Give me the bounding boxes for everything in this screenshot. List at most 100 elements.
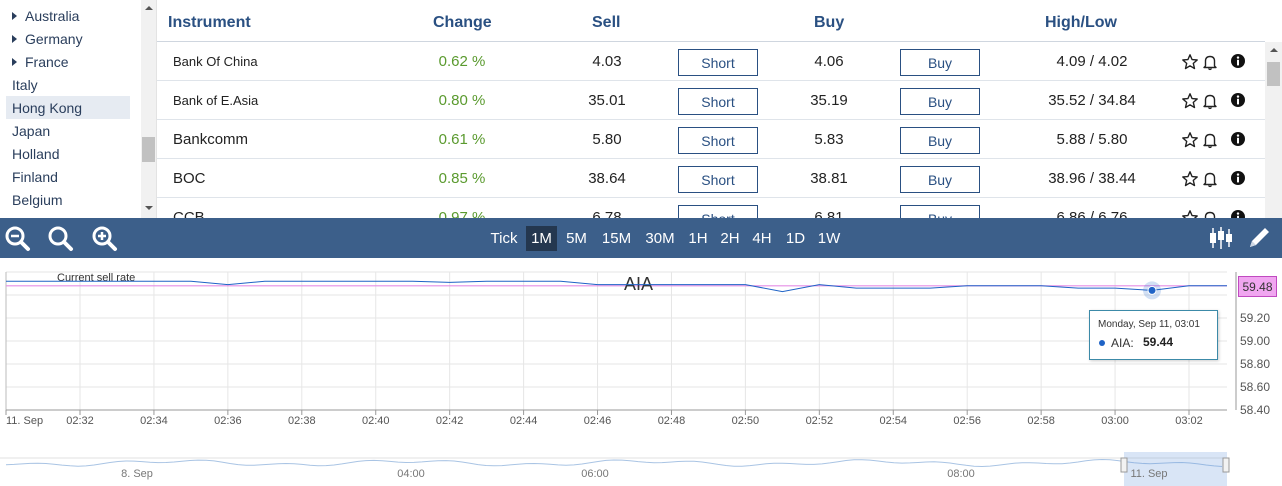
header-sell[interactable]: Sell <box>592 14 621 31</box>
short-button[interactable]: Short <box>678 88 758 115</box>
header-change[interactable]: Change <box>433 14 492 31</box>
change-value: 0.80 % <box>438 92 486 109</box>
timeframe-1d[interactable]: 1D <box>785 230 806 247</box>
navigator-label: 06:00 <box>581 468 609 480</box>
buy-price: 38.81 <box>810 170 848 187</box>
country-item[interactable]: France <box>6 50 130 73</box>
pencil-icon[interactable] <box>1245 224 1273 252</box>
timeframe-tick[interactable]: Tick <box>490 230 518 247</box>
timeframe-2h[interactable]: 2H <box>720 230 740 247</box>
header-instrument[interactable]: Instrument <box>168 14 251 31</box>
price-chart[interactable]: 59.20 59.00 58.80 58.60 58.40 11. Sep 02:32 02:… <box>0 258 1282 486</box>
info-icon[interactable] <box>1229 170 1247 188</box>
navigator-label: 11. Sep <box>1130 468 1167 480</box>
series-line-aia <box>6 280 1227 293</box>
timeframe-30m[interactable]: 30M <box>645 230 675 247</box>
timeframe-15m[interactable]: 15M <box>601 230 632 247</box>
info-icon[interactable] <box>1229 209 1247 218</box>
buy-button[interactable]: Buy <box>900 127 980 154</box>
table-row[interactable]: CCB 0.97 % 6.78 Short 6.81 Buy 6.86 / 6.76 <box>157 198 1265 218</box>
y-tick-label: 58.40 <box>1240 403 1270 417</box>
country-label: Italy <box>12 76 38 93</box>
country-item[interactable]: Hong Kong <box>6 96 130 119</box>
timeframe-1w[interactable]: 1W <box>817 230 841 247</box>
short-button[interactable]: Short <box>678 205 758 218</box>
x-tick-label: 03:00 <box>1101 415 1129 427</box>
x-tick-label: 02:42 <box>436 415 464 427</box>
header-high-low[interactable]: High/Low <box>1045 14 1117 31</box>
info-icon[interactable] <box>1229 92 1247 110</box>
buy-button[interactable]: Buy <box>900 166 980 193</box>
buy-button[interactable]: Buy <box>900 88 980 115</box>
header-buy[interactable]: Buy <box>814 14 845 31</box>
sell-price: 5.80 <box>592 131 622 148</box>
change-value: 0.97 % <box>438 209 486 218</box>
timeframe-1h[interactable]: 1H <box>688 230 708 247</box>
bell-icon[interactable] <box>1201 209 1219 218</box>
hover-point <box>1147 285 1157 295</box>
change-value: 0.61 % <box>438 131 486 148</box>
bell-icon[interactable] <box>1201 53 1219 71</box>
scroll-up-icon[interactable] <box>1270 48 1278 52</box>
info-icon[interactable] <box>1229 53 1247 71</box>
scroll-thumb[interactable] <box>142 137 155 162</box>
timeframe-5m[interactable]: 5M <box>566 230 587 247</box>
timeframe-1m[interactable]: 1M <box>526 226 557 251</box>
scroll-up-icon[interactable] <box>145 6 153 10</box>
buy-price: 5.83 <box>814 131 844 148</box>
country-item[interactable]: Germany <box>6 27 130 50</box>
country-label: Finland <box>12 168 58 185</box>
country-label: Hong Kong <box>12 99 83 116</box>
buy-button[interactable]: Buy <box>900 205 980 218</box>
table-row[interactable]: Bank of E.Asia 0.80 % 35.01 Short 35.19 Buy 35… <box>157 81 1265 120</box>
zoom-reset-icon[interactable] <box>46 224 74 252</box>
country-item[interactable]: Japan <box>6 119 130 142</box>
star-icon[interactable] <box>1181 53 1199 71</box>
country-list-scrollbar[interactable] <box>141 0 156 218</box>
star-icon[interactable] <box>1181 209 1199 218</box>
y-tick-label: 59.00 <box>1240 334 1270 348</box>
header-divider <box>157 41 1265 42</box>
short-button[interactable]: Short <box>678 49 758 76</box>
tooltip-series-name: AIA: <box>1111 336 1134 350</box>
change-value: 0.62 % <box>438 53 486 70</box>
x-tick-label: 11. Sep <box>6 415 43 427</box>
country-item[interactable]: Australia <box>6 4 130 27</box>
x-tick-label: 02:40 <box>362 415 390 427</box>
info-icon[interactable] <box>1229 131 1247 149</box>
country-item[interactable]: Holland <box>6 142 130 165</box>
table-scrollbar[interactable] <box>1265 42 1282 218</box>
navigator-label: 08:00 <box>947 468 975 480</box>
bell-icon[interactable] <box>1201 131 1219 149</box>
instrument-name: Bankcomm <box>173 131 249 148</box>
zoom-in-icon[interactable] <box>90 224 118 252</box>
star-icon[interactable] <box>1181 92 1199 110</box>
high-low-value: 38.96 / 38.44 <box>1048 170 1136 187</box>
star-icon[interactable] <box>1181 131 1199 149</box>
short-button[interactable]: Short <box>678 127 758 154</box>
scroll-thumb[interactable] <box>1267 62 1280 86</box>
bell-icon[interactable] <box>1201 92 1219 110</box>
country-item[interactable]: Belgium <box>6 188 130 211</box>
table-row[interactable]: Bankcomm 0.61 % 5.80 Short 5.83 Buy 5.88 / 5.8… <box>157 120 1265 159</box>
country-item[interactable]: Italy <box>6 73 130 96</box>
timeframe-4h[interactable]: 4H <box>752 230 772 247</box>
table-row[interactable]: BOC 0.85 % 38.64 Short 38.81 Buy 38.96 / 38.44 <box>157 159 1265 198</box>
x-tick-label: 02:32 <box>66 415 94 427</box>
scroll-down-icon[interactable] <box>145 206 153 210</box>
caret-right-icon[interactable] <box>12 57 17 66</box>
caret-right-icon[interactable] <box>12 34 17 43</box>
buy-button[interactable]: Buy <box>900 49 980 76</box>
bell-icon[interactable] <box>1201 170 1219 188</box>
x-tick-label: 02:56 <box>953 415 981 427</box>
country-item[interactable]: Finland <box>6 165 130 188</box>
table-row[interactable]: Bank Of China 0.62 % 4.03 Short 4.06 Buy 4.09 … <box>157 42 1265 81</box>
chart-canvas[interactable]: 59.20 59.00 58.80 58.60 58.40 11. Sep 02:32 02:… <box>0 258 1282 486</box>
candlestick-icon[interactable] <box>1207 224 1235 252</box>
high-low-value: 4.09 / 4.02 <box>1056 53 1128 70</box>
star-icon[interactable] <box>1181 170 1199 188</box>
short-button[interactable]: Short <box>678 166 758 193</box>
zoom-out-icon[interactable] <box>3 224 31 252</box>
caret-right-icon[interactable] <box>12 11 17 20</box>
